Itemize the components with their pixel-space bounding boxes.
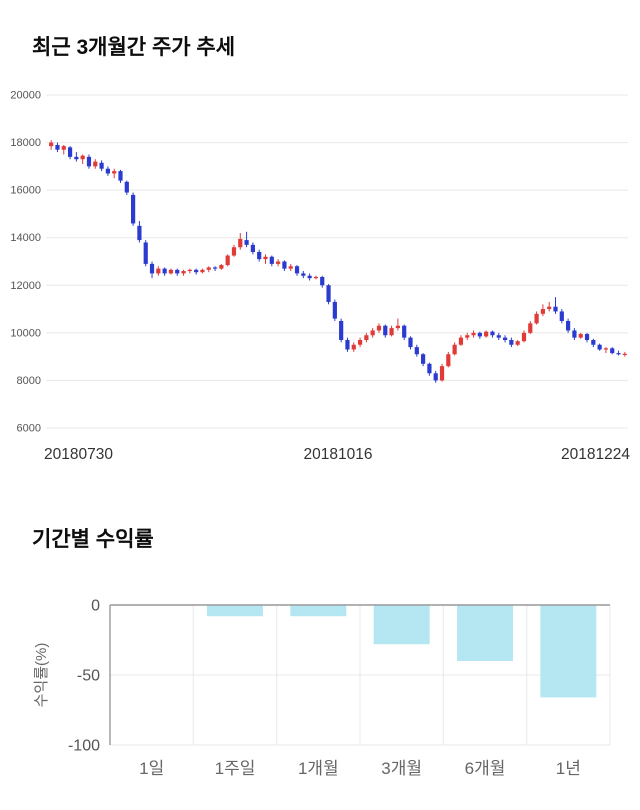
bars [207,605,597,698]
svg-text:1일: 1일 [139,759,164,778]
svg-text:3개월: 3개월 [381,759,422,778]
svg-text:1개월: 1개월 [298,759,339,778]
svg-text:20181224: 20181224 [561,446,630,463]
bar-axes [109,604,610,745]
returns-bar-chart: 0 -50 -100 1일 1주일 1개월 3개월 6개월 1년 수익률(%) [33,598,611,778]
svg-text:10000: 10000 [10,327,41,339]
svg-text:14000: 14000 [10,232,41,244]
price-candlestick-chart: 6000 8000 10000 12000 14000 16000 18000 20000 20… [10,90,630,464]
svg-text:1년: 1년 [556,759,581,778]
bar-y-axis-title: 수익률(%) [33,643,50,708]
svg-text:12000: 12000 [10,280,41,292]
candle-x-axis-labels: 20180730 20181016 20181224 [44,446,630,463]
svg-text:수익률(%): 수익률(%) [33,643,50,708]
svg-text:0: 0 [91,598,100,615]
candle-y-axis-labels: 6000 8000 10000 12000 14000 16000 18000 20000 [10,90,41,435]
price-trend-title: 최근 3개월간 주가 추세 [32,36,236,59]
svg-text:6개월: 6개월 [465,759,506,778]
svg-text:20000: 20000 [10,90,41,102]
bar-y-axis-labels: 0 -50 -100 [68,598,100,755]
returns-title: 기간별 수익률 [32,528,154,551]
candlesticks [49,140,627,383]
svg-text:6000: 6000 [17,423,41,435]
svg-text:8000: 8000 [17,375,41,387]
svg-text:16000: 16000 [10,185,41,197]
svg-text:-100: -100 [68,738,100,755]
svg-text:1주일: 1주일 [215,759,256,778]
svg-text:20181016: 20181016 [304,446,373,463]
bar-gridlines [110,605,611,746]
svg-text:-50: -50 [77,668,100,685]
bar-category-labels: 1일 1주일 1개월 3개월 6개월 1년 [139,759,581,778]
svg-text:18000: 18000 [10,137,41,149]
svg-text:20180730: 20180730 [44,446,113,463]
candle-gridlines [46,94,628,429]
